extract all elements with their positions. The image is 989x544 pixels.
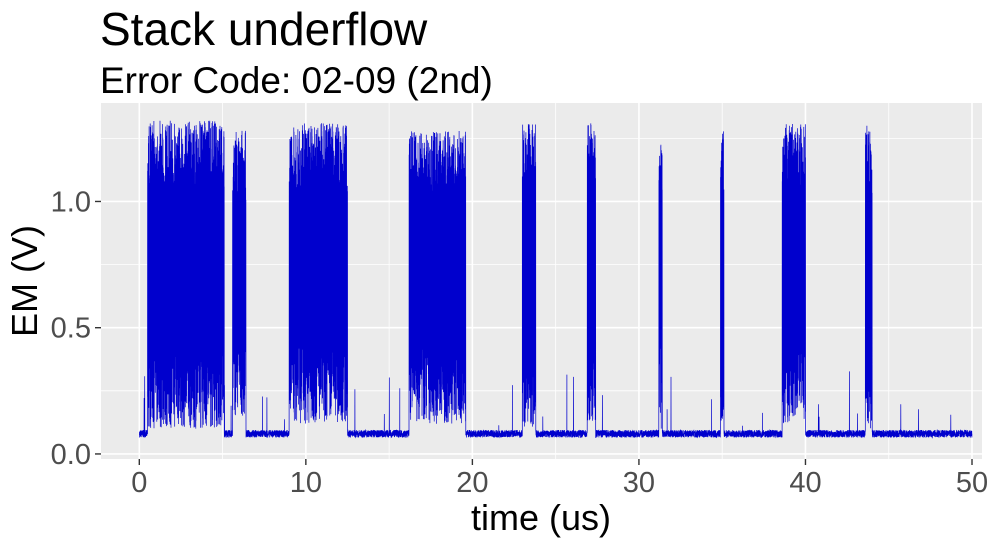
y-axis: 0.0 0.5 1.0 [51,186,101,471]
series-layer [138,120,973,439]
y-tick-label: 0.0 [51,439,91,471]
chart-title: Stack underflow [100,3,428,55]
x-tick-label: 10 [290,467,322,499]
x-tick-label: 30 [623,467,655,499]
x-tick-label: 0 [131,467,147,499]
x-tick-label: 40 [789,467,821,499]
plot-panel [101,103,982,459]
x-tick-label: 50 [956,467,988,499]
y-tick-label: 1.0 [51,186,91,218]
signal-trace-line [138,120,973,439]
x-axis-label: time (us) [471,497,611,538]
y-tick-label: 0.5 [51,313,91,345]
x-axis: 0 10 20 30 40 50 [131,459,988,499]
chart-subtitle: Error Code: 02-09 (2nd) [100,60,493,101]
y-axis-label: EM (V) [4,225,45,337]
x-tick-label: 20 [456,467,488,499]
